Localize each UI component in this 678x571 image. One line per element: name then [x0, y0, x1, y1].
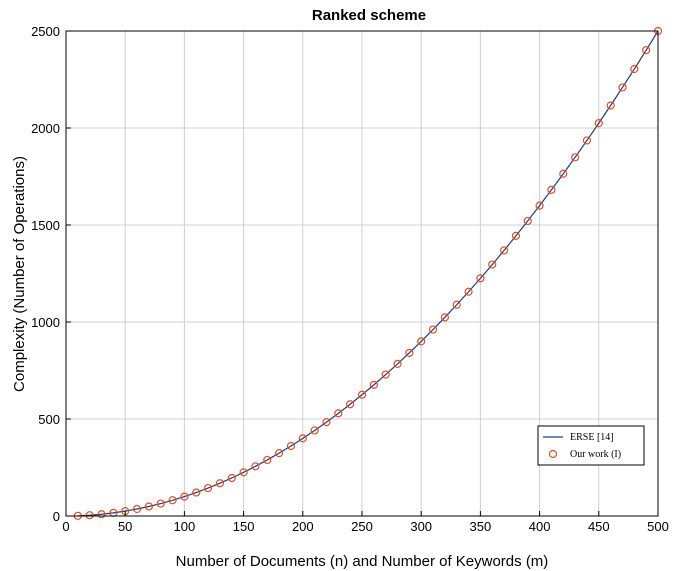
data-point-our-work: [499, 246, 509, 255]
data-point-our-work: [630, 64, 639, 74]
data-point-our-work: [571, 153, 580, 162]
legend: ERSE [14] Our work (I): [537, 425, 645, 466]
data-point-our-work: [203, 483, 213, 493]
data-point-our-work: [606, 101, 615, 110]
data-point-our-work: [464, 287, 473, 296]
x-tick-label: 50: [118, 519, 132, 534]
data-point-our-work: [180, 492, 189, 501]
data-point-our-work: [357, 390, 367, 399]
y-axis-label: Complexity (Number of Operations): [11, 156, 28, 392]
x-tick-label: 500: [647, 519, 669, 534]
x-tick-label: 350: [470, 519, 492, 534]
y-tick-label: 2000: [31, 121, 60, 136]
data-point-our-work: [85, 511, 94, 520]
data-point-our-work: [369, 380, 378, 389]
x-tick-label: 400: [529, 519, 551, 534]
data-point-our-work: [488, 260, 497, 269]
data-point-our-work: [286, 441, 296, 451]
data-point-our-work: [618, 83, 627, 92]
data-point-our-work: [440, 313, 449, 322]
data-point-our-work: [511, 231, 521, 240]
legend-label-erse: ERSE [14]: [570, 432, 614, 443]
data-point-our-work: [346, 400, 355, 409]
data-point-our-work: [298, 434, 307, 443]
data-point-our-work: [192, 488, 201, 497]
y-tick-label: 2500: [31, 24, 60, 39]
data-point-our-work: [132, 504, 142, 514]
data-point-our-work: [168, 496, 177, 505]
data-point-our-work: [535, 201, 544, 210]
data-point-our-work: [322, 418, 331, 427]
data-point-our-work: [263, 455, 272, 465]
data-point-our-work: [476, 274, 485, 283]
data-point-our-work: [523, 216, 532, 226]
data-point-our-work: [547, 185, 556, 194]
x-tick-label: 0: [62, 519, 69, 534]
data-point-our-work: [156, 499, 165, 508]
data-point-our-work: [239, 468, 248, 477]
x-tick-label: 250: [351, 519, 373, 534]
series-layer: [73, 26, 663, 520]
ticks: [65, 30, 659, 517]
data-point-our-work: [393, 359, 402, 369]
data-point-our-work: [97, 510, 106, 519]
data-point-our-work: [334, 409, 343, 418]
tick-labels: 0 50 100 150 200 250 300 350 400 450 500 0 500 1000 15…: [31, 24, 669, 534]
x-tick-label: 150: [233, 519, 255, 534]
data-point-our-work: [594, 119, 603, 128]
data-point-our-work: [405, 348, 414, 357]
legend-label-our-work: Our work (I): [570, 449, 621, 460]
data-point-our-work: [144, 502, 153, 511]
data-point-our-work: [215, 479, 225, 488]
x-tick-label: 200: [292, 519, 314, 534]
grid: [66, 31, 658, 516]
data-point-our-work: [582, 136, 592, 145]
data-point-our-work: [417, 337, 426, 346]
data-point-our-work: [559, 169, 568, 178]
y-tick-label: 500: [38, 412, 60, 427]
legend-box: [537, 425, 645, 466]
y-tick-label: 1500: [31, 218, 60, 233]
data-point-our-work: [428, 325, 438, 334]
x-tick-label: 450: [588, 519, 610, 534]
data-point-our-work: [381, 370, 390, 379]
data-point-our-work: [452, 300, 461, 309]
y-tick-label: 1000: [31, 315, 60, 330]
data-point-our-work: [275, 449, 284, 458]
data-point-our-work: [227, 473, 236, 483]
y-tick-label: 0: [53, 509, 60, 524]
x-tick-label: 100: [174, 519, 196, 534]
data-point-our-work: [642, 46, 651, 55]
x-axis-label: Number of Documents (n) and Number of Ke…: [176, 553, 549, 570]
chart-title: Ranked scheme: [312, 7, 426, 24]
data-point-our-work: [251, 462, 260, 471]
x-tick-label: 300: [410, 519, 432, 534]
data-point-our-work: [310, 426, 319, 435]
legend-marker-swatch: [548, 449, 558, 459]
